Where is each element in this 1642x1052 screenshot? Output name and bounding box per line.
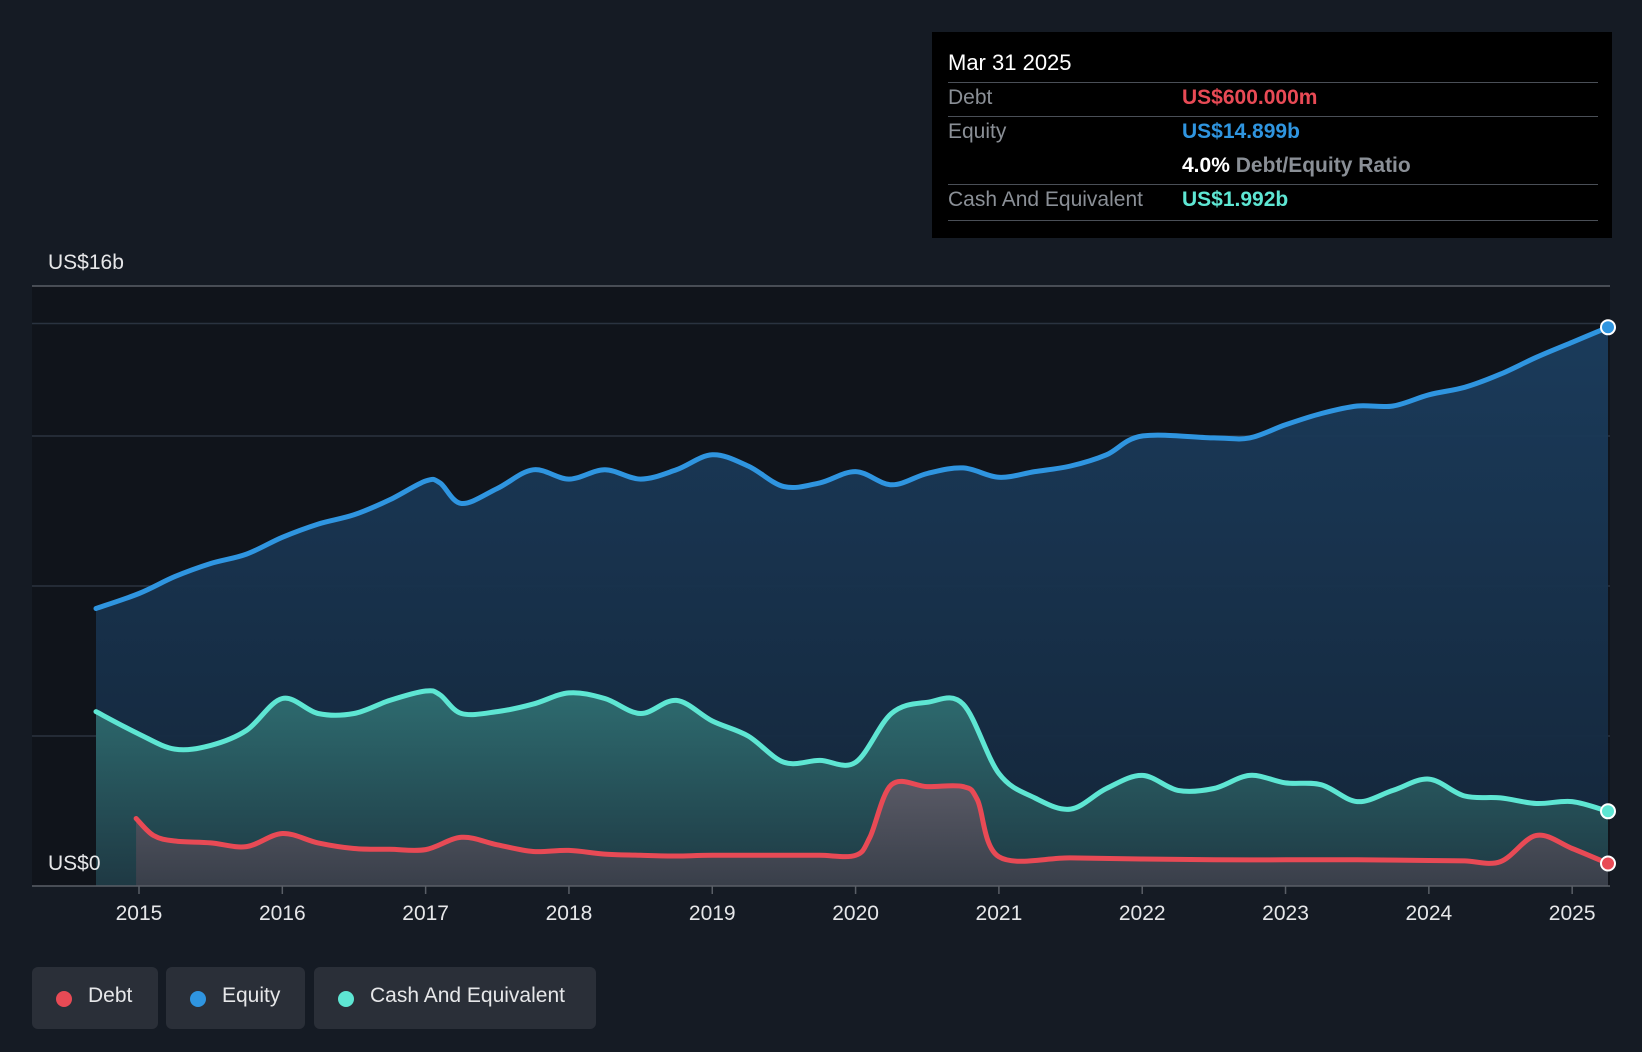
tooltip-ratio-value: 4.0% [1182, 154, 1230, 177]
tooltip-debt-value: US$600.000m [1182, 86, 1318, 109]
tooltip-cash-label: Cash And Equivalent [948, 188, 1143, 211]
tooltip-debt-label: Debt [948, 86, 993, 109]
equity-end-marker[interactable] [1600, 319, 1616, 336]
legend-item-debt[interactable]: Debt [32, 967, 158, 1029]
x-tick-label: 2018 [546, 902, 593, 925]
x-tick-label: 2020 [832, 902, 879, 925]
x-tick-label: 2015 [116, 902, 163, 925]
cash-and-equivalent-line [93, 688, 1611, 814]
legend-dot-debt [56, 991, 72, 1007]
tooltip-separator [948, 116, 1598, 117]
tooltip-ratio-label: Debt/Equity Ratio [1235, 154, 1411, 177]
tooltip-separator [948, 82, 1598, 83]
cash-and-equivalent-end-marker[interactable] [1600, 803, 1616, 820]
tooltip-cash-value: US$1.992b [1182, 188, 1289, 211]
legend-item-cash[interactable]: Cash And Equivalent [314, 967, 596, 1029]
equity-line [93, 324, 1611, 611]
x-tick-label: 2024 [1405, 902, 1452, 925]
legend-item-equity[interactable]: Equity [166, 967, 305, 1029]
legend-dot-equity [190, 991, 206, 1007]
debt-line [133, 778, 1611, 866]
x-tick-label: 2016 [259, 902, 306, 925]
x-tick-label: 2019 [689, 902, 736, 925]
tooltip-equity-label: Equity [948, 120, 1007, 143]
legend-label-cash: Cash And Equivalent [370, 984, 565, 1007]
legend-dot-cash [338, 991, 354, 1007]
tooltip-separator [948, 184, 1598, 185]
tooltip-date: Mar 31 2025 [948, 50, 1072, 75]
x-tick-label: 2023 [1262, 902, 1309, 925]
debt-end-marker[interactable] [1600, 855, 1616, 872]
x-tick-label: 2017 [402, 902, 449, 925]
tooltip-equity-value: US$14.899b [1182, 120, 1300, 143]
x-tick-label: 2021 [976, 902, 1023, 925]
y-axis-top-label: US$16b [48, 251, 124, 274]
legend-label-debt: Debt [88, 984, 133, 1007]
x-tick-label: 2022 [1119, 902, 1166, 925]
x-tick-label: 2025 [1549, 902, 1596, 925]
tooltip: Mar 31 2025 Debt US$600.000m Equity US$1… [932, 32, 1612, 238]
tooltip-separator [948, 220, 1598, 221]
tooltip-ratio: 4.0% Debt/Equity Ratio [1182, 154, 1411, 178]
legend-label-equity: Equity [222, 984, 281, 1007]
y-axis-bottom-label: US$0 [48, 852, 101, 875]
